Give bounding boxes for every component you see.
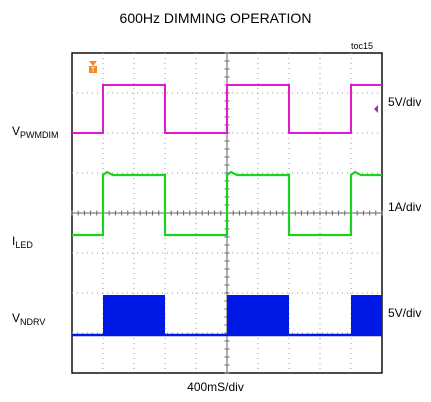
ndrv-switching-burst <box>351 295 382 335</box>
ch1-name-label: VPWMDIM <box>12 124 59 140</box>
pwmdim-trace <box>72 84 382 134</box>
trigger-level-marker <box>374 105 378 113</box>
ch3-scale-label: 5V/div <box>388 306 422 320</box>
ndrv-switching-burst <box>227 295 289 335</box>
x-axis-scale-label: 400mS/div <box>187 380 244 394</box>
ch1-scale-label: 5V/div <box>388 95 422 109</box>
trace-markers: T <box>89 61 378 113</box>
waveform-traces <box>72 84 382 337</box>
trigger-marker-label: T <box>91 67 96 74</box>
ch2-name-label: ILED <box>12 234 33 250</box>
led-current-trace <box>72 170 382 237</box>
trigger-position-marker <box>89 61 97 66</box>
ch2-scale-label: 1A/div <box>388 200 422 214</box>
ndrv-switching-burst <box>103 295 165 335</box>
chart-title: 600Hz DIMMING OPERATION <box>119 10 312 26</box>
ch3-name-label: VNDRV <box>12 311 46 327</box>
trigger-marker-box <box>89 66 97 73</box>
figure-id-label: toc15 <box>351 41 374 51</box>
